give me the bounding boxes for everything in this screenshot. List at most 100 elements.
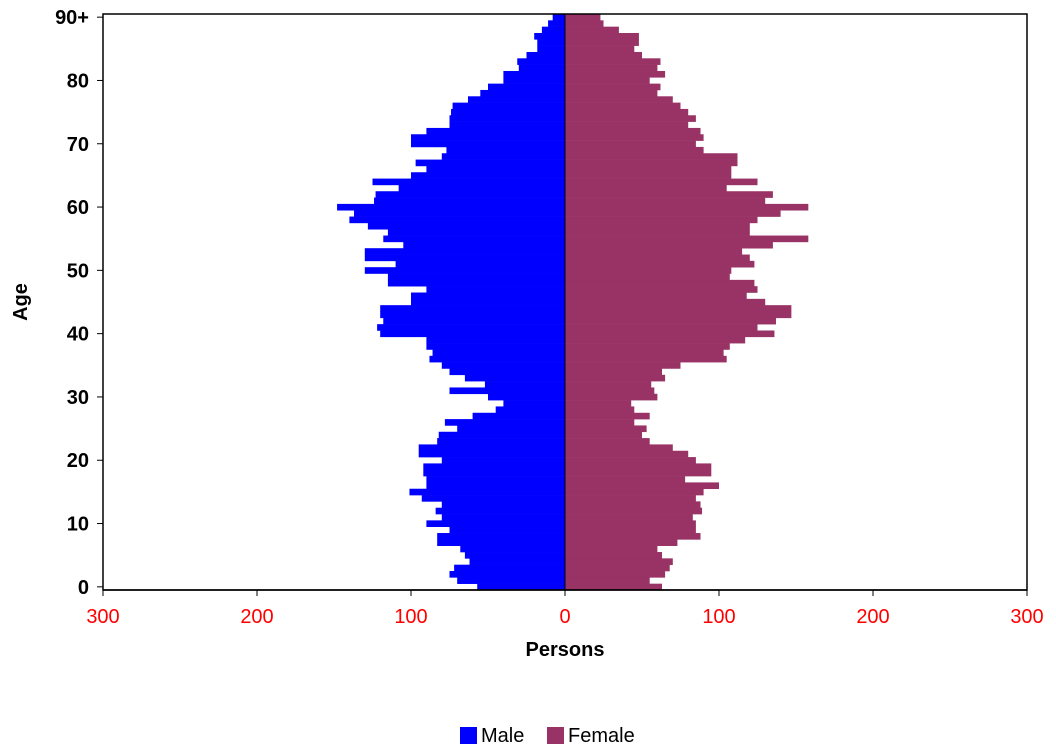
bar-female-age-42: [565, 317, 776, 325]
bar-female-age-26: [565, 419, 635, 426]
bar-female-age-37: [565, 349, 724, 357]
bar-female-age-85: [565, 45, 635, 53]
bar-female-age-65: [565, 172, 732, 179]
bar-male-age-41: [377, 324, 565, 331]
bar-female-age-43: [565, 311, 792, 319]
bar-male-age-44: [380, 305, 565, 312]
y-axis-ticks: 0 10 20 30 40 50 60 70 80 90+: [55, 7, 103, 599]
bar-female-age-30: [565, 393, 658, 401]
y-tick-label: 40: [67, 324, 89, 346]
bar-female-age-5: [565, 552, 663, 559]
legend-label-male: Male: [481, 725, 524, 747]
bar-male-age-36: [429, 355, 565, 363]
bar-male-age-64: [372, 178, 565, 186]
female-bars-group: [565, 14, 809, 591]
bar-female-age-19: [565, 463, 712, 471]
bar-female-age-17: [565, 476, 686, 483]
bar-male-age-52: [364, 254, 565, 262]
bar-male-age-53: [364, 248, 565, 255]
bar-male-age-50: [364, 267, 565, 274]
bar-female-age-7: [565, 539, 678, 546]
bar-female-age-1: [565, 577, 650, 584]
bar-male-age-24: [438, 431, 565, 439]
bar-female-age-41: [565, 324, 758, 331]
bar-male-age-42: [383, 317, 565, 325]
bar-female-age-39: [565, 336, 746, 344]
bar-male-age-46: [411, 292, 565, 300]
bar-male-age-56: [387, 229, 565, 236]
bar-female-age-16: [565, 482, 719, 490]
bar-male-age-86: [537, 39, 565, 46]
bar-female-age-44: [565, 305, 792, 312]
x-tick-label: 300: [86, 606, 119, 628]
x-tick-label: 100: [702, 606, 735, 628]
bar-female-age-31: [565, 387, 655, 395]
bar-male-age-73: [449, 121, 565, 129]
bar-female-age-71: [565, 134, 704, 141]
bar-female-age-33: [565, 374, 666, 382]
y-tick-label: 10: [67, 514, 89, 536]
bar-female-age-64: [565, 178, 758, 186]
bar-female-age-90+: [565, 14, 601, 21]
bar-female-age-86: [565, 39, 639, 46]
x-tick-label: 0: [559, 606, 570, 628]
bar-male-age-68: [441, 153, 565, 160]
y-tick-label: 20: [67, 450, 89, 472]
legend: Male Female: [460, 725, 635, 747]
bar-female-age-60: [565, 203, 809, 211]
bar-female-age-46: [565, 292, 747, 300]
bar-male-age-28: [495, 406, 565, 414]
bar-male-age-47: [426, 286, 565, 293]
bar-male-age-89: [548, 20, 565, 27]
bar-female-age-4: [565, 558, 673, 565]
bar-male-age-80: [503, 77, 565, 84]
bar-female-age-10: [565, 520, 696, 527]
bar-female-age-3: [565, 564, 670, 572]
y-tick-label: 60: [67, 197, 89, 219]
bar-female-age-18: [565, 469, 712, 477]
bar-male-age-14: [421, 495, 565, 502]
bar-female-age-79: [565, 83, 661, 91]
bar-female-age-50: [565, 267, 732, 274]
bar-male-age-32: [484, 381, 565, 388]
bar-female-age-57: [565, 222, 750, 230]
legend-swatch-male: [460, 727, 477, 744]
bar-male-age-43: [380, 311, 565, 319]
bar-female-age-76: [565, 102, 681, 110]
bar-male-age-83: [517, 58, 565, 65]
bar-female-age-74: [565, 115, 696, 122]
bar-male-age-12: [435, 507, 565, 515]
y-tick-label: 0: [78, 577, 89, 599]
bar-male-age-81: [503, 70, 565, 78]
bar-male-age-22: [418, 444, 565, 452]
bar-female-age-87: [565, 32, 639, 40]
bar-male-age-85: [537, 45, 565, 53]
bar-female-age-36: [565, 355, 727, 363]
bar-female-age-45: [565, 298, 766, 306]
bar-female-age-75: [565, 108, 689, 116]
bar-female-age-23: [565, 438, 650, 445]
bar-female-age-70: [565, 140, 696, 148]
bar-female-age-58: [565, 216, 758, 224]
bar-male-age-72: [426, 127, 565, 135]
bar-male-age-8: [437, 533, 565, 540]
bar-male-age-7: [437, 539, 565, 546]
bar-female-age-59: [565, 210, 781, 217]
y-tick-label: 70: [67, 134, 89, 156]
bar-male-age-78: [480, 89, 565, 97]
bar-female-age-53: [565, 248, 743, 255]
bar-female-age-34: [565, 368, 663, 376]
legend-label-female: Female: [568, 725, 635, 747]
bar-male-age-90+: [552, 14, 565, 21]
y-tick-label: 30: [67, 387, 89, 409]
bar-female-age-22: [565, 444, 673, 452]
bar-male-age-67: [415, 159, 565, 167]
bar-female-age-88: [565, 26, 619, 34]
bar-male-age-23: [437, 438, 565, 445]
bar-female-age-20: [565, 457, 696, 464]
bar-female-age-47: [565, 286, 758, 293]
bar-male-age-79: [488, 83, 565, 91]
bar-male-age-57: [367, 222, 565, 230]
bar-male-age-88: [541, 26, 565, 34]
